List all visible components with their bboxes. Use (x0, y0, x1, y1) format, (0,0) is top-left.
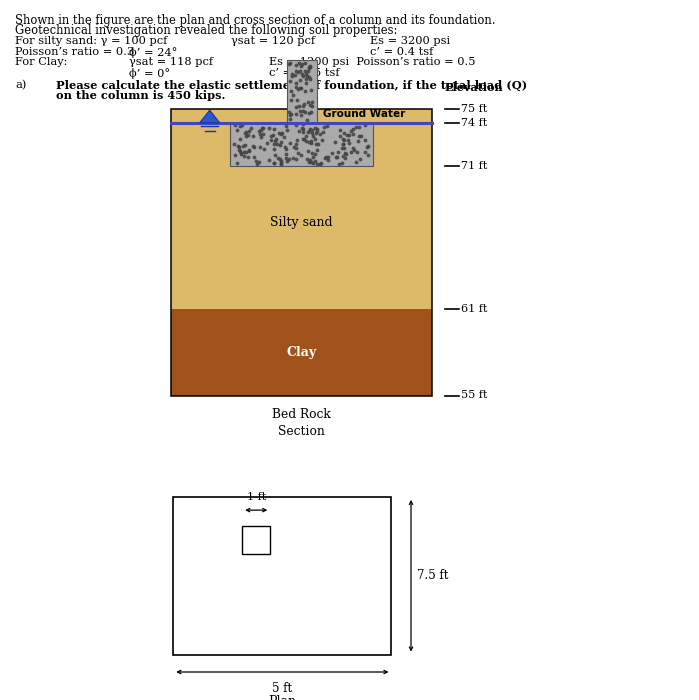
Bar (230, 123, 373, 166)
Text: 1 ft: 1 ft (247, 491, 266, 502)
Bar (171, 108, 432, 395)
Bar (171, 108, 432, 309)
Bar (171, 309, 432, 395)
Bar (173, 497, 391, 654)
Text: Es = 1200 psi  Poisson’s ratio = 0.5: Es = 1200 psi Poisson’s ratio = 0.5 (269, 57, 475, 67)
Text: Geotechnical investigation revealed the following soil properties:: Geotechnical investigation revealed the … (15, 24, 398, 37)
Text: Silty sand: Silty sand (271, 216, 333, 230)
Text: For silty sand: γ = 100 pcf: For silty sand: γ = 100 pcf (15, 36, 168, 46)
Text: 75 ft: 75 ft (461, 104, 488, 113)
Text: ϕ’ = 0°: ϕ’ = 0° (129, 68, 171, 79)
Text: 74 ft: 74 ft (461, 118, 488, 128)
Bar (243, 526, 271, 554)
Text: ϕ’ = 24°: ϕ’ = 24° (129, 47, 178, 58)
Text: 5 ft: 5 ft (273, 682, 292, 695)
Text: γsat = 118 pcf: γsat = 118 pcf (129, 57, 213, 67)
Text: Elevation: Elevation (445, 82, 503, 93)
Text: Es = 3200 psi: Es = 3200 psi (370, 36, 451, 46)
Text: Poisson’s ratio = 0.3: Poisson’s ratio = 0.3 (15, 47, 134, 57)
Text: Shown in the figure are the plan and cross section of a column and its foundatio: Shown in the figure are the plan and cro… (15, 14, 496, 27)
Text: 71 ft: 71 ft (461, 161, 488, 171)
Text: c’ = 0.4 tsf: c’ = 0.4 tsf (370, 47, 434, 57)
Text: on the column is 450 kips.: on the column is 450 kips. (56, 90, 225, 101)
Text: Section: Section (278, 425, 325, 438)
Bar (287, 60, 317, 123)
Text: Bed Rock: Bed Rock (272, 408, 331, 421)
Text: Ground Water: Ground Water (323, 109, 405, 119)
Text: For Clay:: For Clay: (15, 57, 68, 67)
Polygon shape (200, 110, 219, 123)
Text: Please calculate the elastic settlement of foundation, if the total load (Q): Please calculate the elastic settlement … (56, 80, 527, 91)
Text: a): a) (15, 80, 27, 90)
Text: γsat = 120 pcf: γsat = 120 pcf (231, 36, 315, 46)
Text: Clay: Clay (287, 346, 317, 359)
Text: 61 ft: 61 ft (461, 304, 488, 314)
Text: Plan: Plan (268, 695, 296, 700)
Text: 55 ft: 55 ft (461, 391, 488, 400)
Text: c’ = 1.25 tsf: c’ = 1.25 tsf (269, 68, 340, 78)
Text: 7.5 ft: 7.5 ft (417, 569, 448, 582)
